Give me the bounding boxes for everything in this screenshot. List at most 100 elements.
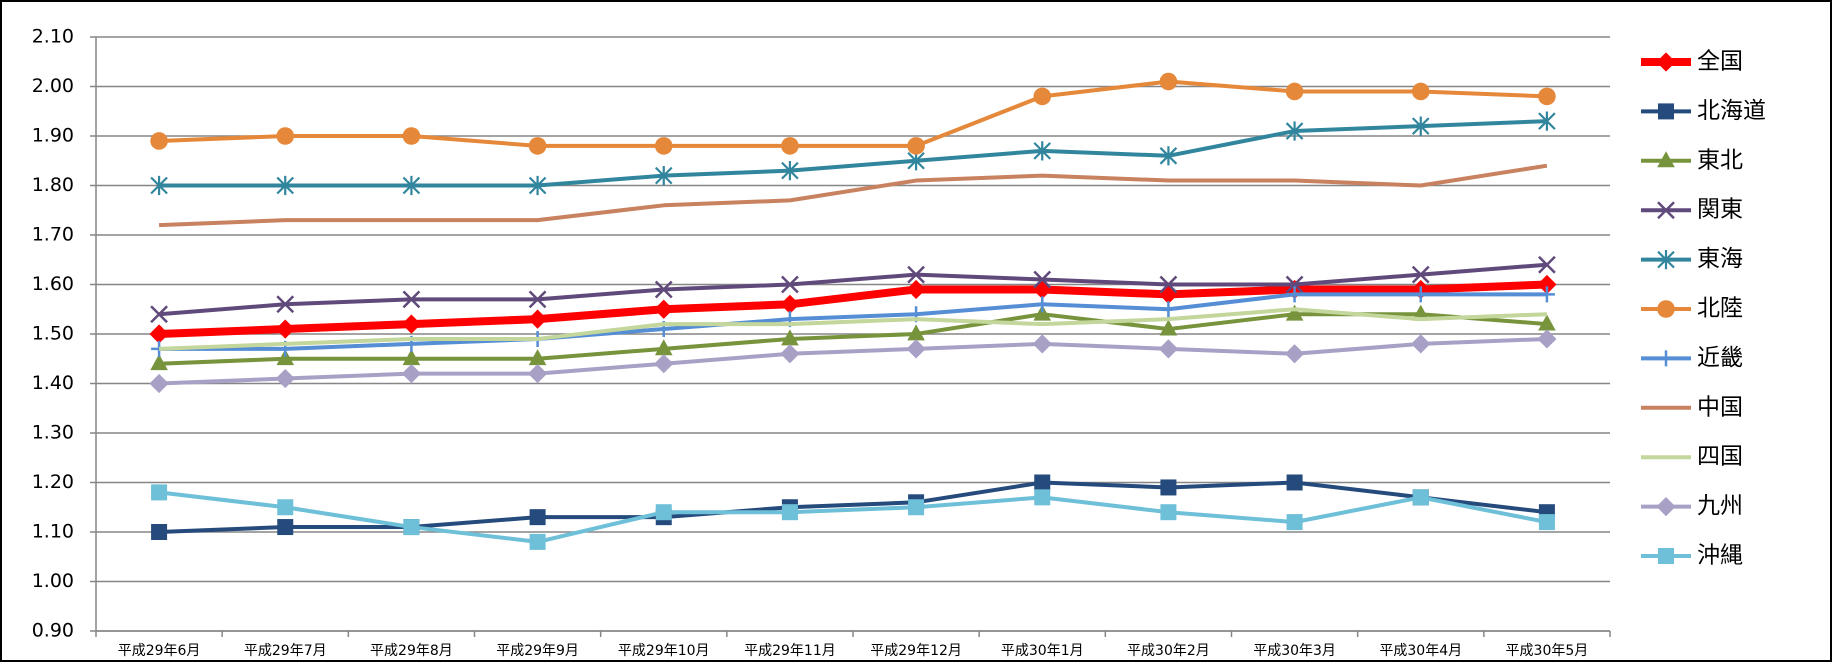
marker (528, 137, 547, 155)
legend-item: 北陸 (1641, 296, 1743, 322)
marker (780, 294, 800, 314)
series-line (159, 307, 1547, 351)
marker (907, 324, 925, 341)
legend-item: 東海 (1641, 246, 1743, 272)
x-tick-label: 平成29年10月 (618, 643, 710, 659)
marker (1658, 350, 1674, 367)
marker (1411, 82, 1430, 101)
marker (1538, 111, 1556, 131)
marker (1285, 121, 1304, 141)
marker (1033, 304, 1052, 321)
series-line (158, 280, 1548, 338)
marker (1538, 514, 1555, 531)
marker (1033, 270, 1052, 289)
marker (1538, 255, 1556, 274)
marker (150, 305, 168, 324)
marker (781, 275, 799, 294)
marker (277, 499, 294, 516)
series-line (159, 336, 1547, 386)
marker (275, 368, 295, 389)
y-tick-label: 1.10 (32, 521, 74, 543)
x-tick-label: 平成30年4月 (1379, 643, 1462, 659)
marker (1412, 489, 1429, 506)
marker (781, 504, 798, 521)
marker (527, 309, 548, 329)
legend-item: 近畿 (1641, 345, 1743, 371)
marker (1033, 87, 1052, 106)
marker (1286, 474, 1303, 491)
marker (1286, 286, 1303, 303)
marker (654, 354, 674, 374)
y-tick-label: 1.40 (32, 372, 74, 394)
marker (907, 137, 925, 155)
marker (402, 290, 421, 309)
marker (150, 354, 168, 371)
marker (1159, 319, 1178, 336)
marker (1034, 489, 1051, 506)
marker (1032, 334, 1052, 354)
marker (907, 265, 925, 284)
marker (1285, 275, 1304, 294)
marker (1284, 344, 1305, 364)
marker (1160, 504, 1177, 521)
legend-label: 九州 (1697, 493, 1743, 519)
marker (1285, 82, 1304, 101)
series-line (159, 79, 1547, 148)
marker (528, 290, 547, 309)
marker (1657, 151, 1675, 168)
x-tick-label: 平成29年9月 (496, 643, 579, 659)
legend-item: 中国 (1641, 394, 1743, 420)
y-tick-label: 2.10 (32, 26, 74, 48)
marker (1411, 116, 1430, 136)
x-tick-label: 平成29年8月 (370, 643, 453, 659)
marker (906, 339, 926, 359)
series-line (159, 119, 1547, 188)
marker (1657, 300, 1675, 318)
marker (1538, 87, 1556, 106)
x-tick-label: 平成30年2月 (1127, 643, 1210, 659)
legend-label: 近畿 (1697, 345, 1743, 371)
marker (1411, 304, 1430, 321)
marker (527, 364, 548, 384)
marker (150, 175, 168, 196)
marker (276, 295, 295, 314)
legend-label: 北海道 (1697, 98, 1766, 124)
marker (654, 280, 673, 299)
legend-label: 沖縄 (1697, 543, 1743, 569)
legend-item: 九州 (1641, 493, 1743, 519)
marker (654, 339, 673, 356)
y-tick-label: 1.20 (32, 471, 74, 493)
legend-label: 北陸 (1697, 296, 1743, 322)
marker (151, 484, 168, 501)
marker (150, 132, 168, 150)
marker (1159, 72, 1178, 91)
legend-label: 中国 (1697, 394, 1743, 420)
marker (1657, 201, 1675, 220)
marker (906, 279, 926, 300)
marker (1656, 497, 1676, 517)
x-tick-label: 平成30年1月 (1001, 643, 1084, 659)
marker (401, 314, 422, 334)
series-line (159, 480, 1548, 534)
y-tick-label: 1.50 (32, 323, 74, 345)
marker (275, 319, 295, 339)
marker (276, 175, 295, 196)
marker (1160, 301, 1177, 318)
marker (1034, 474, 1051, 491)
marker (1286, 514, 1303, 531)
marker (1285, 304, 1304, 321)
x-tick-label: 平成29年7月 (244, 643, 327, 659)
legend-item: 四国 (1641, 444, 1743, 470)
marker (1658, 548, 1674, 564)
marker (151, 524, 168, 540)
marker (1412, 286, 1429, 303)
legend-item: 沖縄 (1641, 543, 1743, 569)
legend-item: 全国 (1641, 49, 1743, 75)
marker (654, 299, 674, 319)
series-line (159, 163, 1548, 228)
legend-label: 全国 (1697, 49, 1743, 75)
marker (1034, 296, 1051, 313)
legend-label: 東北 (1697, 147, 1743, 173)
marker (780, 344, 800, 364)
marker (1032, 279, 1052, 300)
